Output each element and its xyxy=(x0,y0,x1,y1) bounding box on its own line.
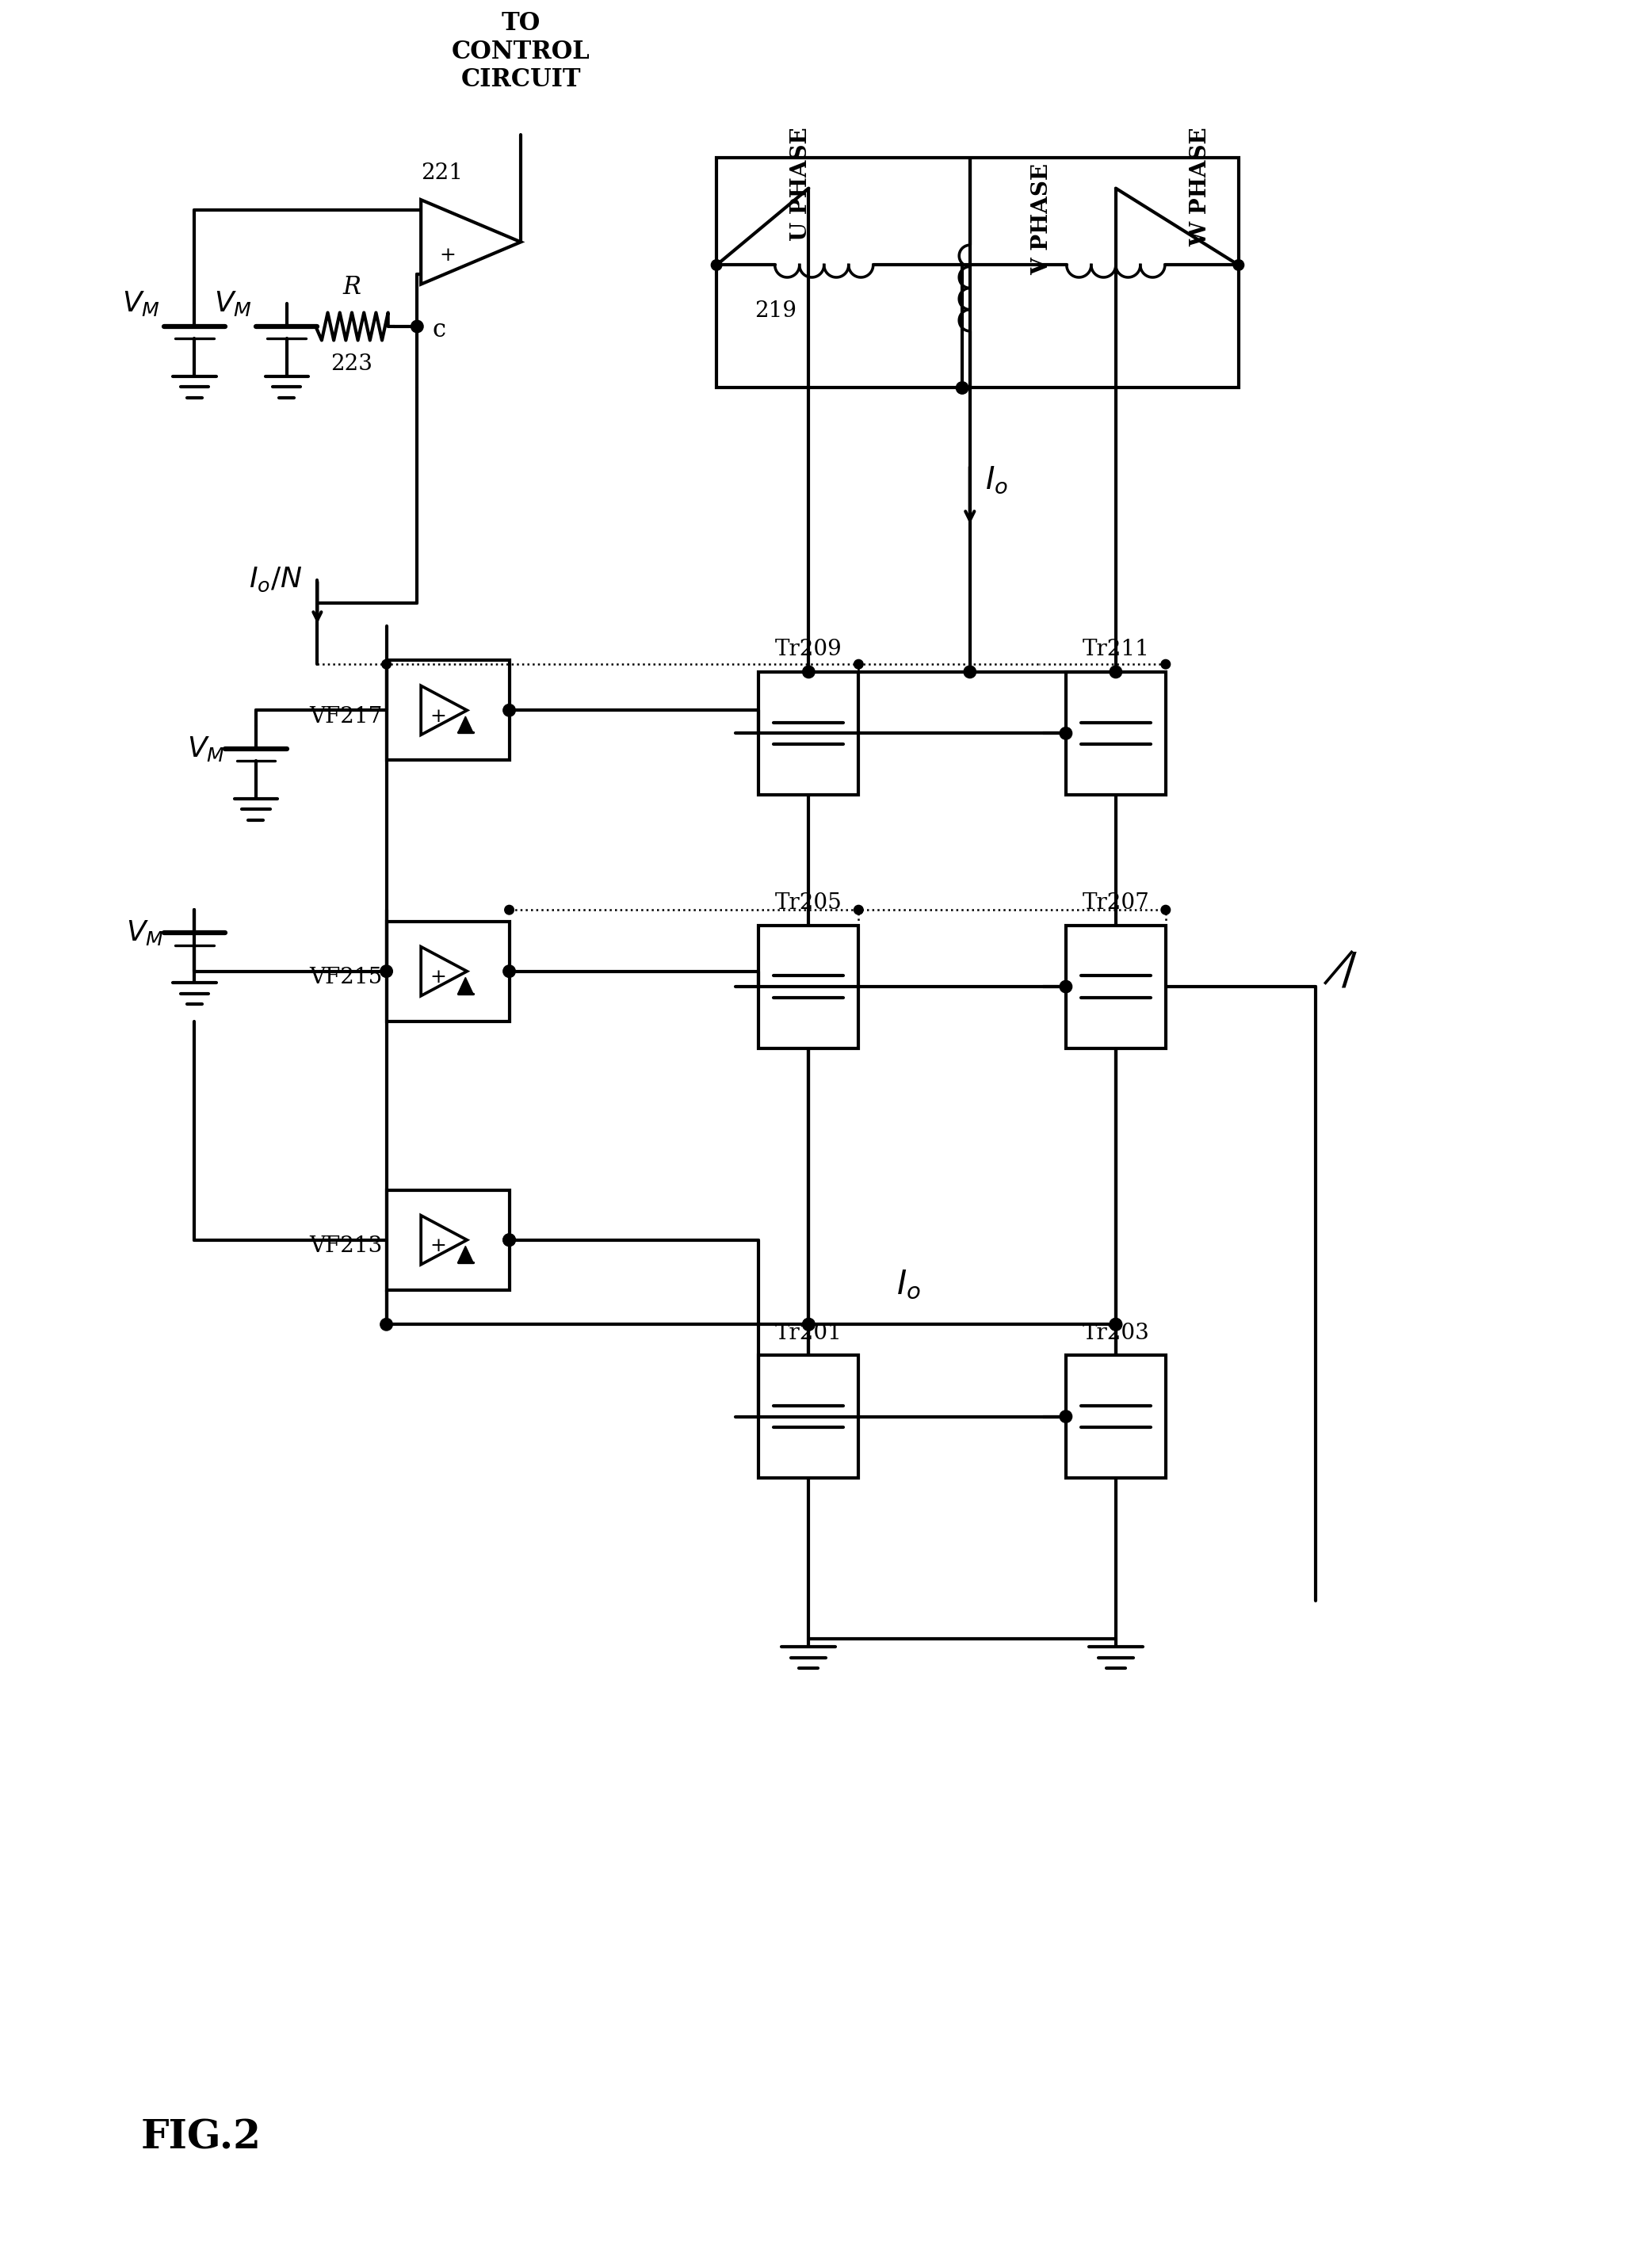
Bar xyxy=(1066,1354,1166,1479)
Polygon shape xyxy=(458,1245,473,1263)
Circle shape xyxy=(1161,905,1171,914)
Circle shape xyxy=(381,966,392,978)
Text: Tr211: Tr211 xyxy=(1082,640,1149,660)
Text: $V_M$: $V_M$ xyxy=(188,735,226,762)
Circle shape xyxy=(1059,728,1073,739)
Circle shape xyxy=(1233,259,1244,270)
Circle shape xyxy=(1059,1411,1073,1422)
Text: Tr201: Tr201 xyxy=(775,1322,842,1343)
Circle shape xyxy=(853,660,863,669)
Circle shape xyxy=(956,381,968,395)
Bar xyxy=(386,1191,508,1290)
Text: 221: 221 xyxy=(420,163,463,184)
Bar xyxy=(759,925,858,1048)
Polygon shape xyxy=(458,978,473,993)
Text: $I_o$: $I_o$ xyxy=(896,1268,921,1302)
Circle shape xyxy=(504,1234,515,1245)
Text: TO
CONTROL
CIRCUIT: TO CONTROL CIRCUIT xyxy=(451,11,590,93)
Text: $I_o/N$: $I_o/N$ xyxy=(249,565,302,594)
Text: +: + xyxy=(430,968,446,987)
Text: $I_o$: $I_o$ xyxy=(986,465,1009,494)
Circle shape xyxy=(504,1234,515,1245)
Text: $V_M$: $V_M$ xyxy=(214,288,252,318)
Circle shape xyxy=(963,667,976,678)
Text: Tr209: Tr209 xyxy=(775,640,842,660)
Circle shape xyxy=(381,1318,392,1331)
Text: $V_M$: $V_M$ xyxy=(126,919,164,948)
Text: $V_M$: $V_M$ xyxy=(123,288,160,318)
Bar xyxy=(1066,925,1166,1048)
Circle shape xyxy=(1110,1318,1122,1331)
Circle shape xyxy=(1110,667,1122,678)
Bar xyxy=(759,671,858,794)
Text: +: + xyxy=(430,708,446,726)
Circle shape xyxy=(505,905,513,914)
Bar xyxy=(759,1354,858,1479)
Circle shape xyxy=(504,966,515,978)
Text: +: + xyxy=(440,247,456,265)
Text: 223: 223 xyxy=(330,354,373,374)
Circle shape xyxy=(410,320,423,333)
Bar xyxy=(716,156,1239,388)
Bar xyxy=(386,921,508,1021)
Circle shape xyxy=(1059,980,1073,993)
Text: VF217: VF217 xyxy=(309,705,383,728)
Text: 219: 219 xyxy=(755,299,796,322)
Text: Tr207: Tr207 xyxy=(1082,891,1149,914)
Circle shape xyxy=(383,660,391,669)
Polygon shape xyxy=(458,717,473,733)
Text: +: + xyxy=(430,1236,446,1254)
Text: Tr203: Tr203 xyxy=(1082,1322,1149,1343)
Text: VF213: VF213 xyxy=(309,1236,383,1256)
Text: W PHASE: W PHASE xyxy=(1190,127,1212,247)
Text: R: R xyxy=(343,274,361,299)
Circle shape xyxy=(853,905,863,914)
Text: Tr205: Tr205 xyxy=(775,891,842,914)
Circle shape xyxy=(1161,660,1171,669)
Circle shape xyxy=(1110,1318,1122,1331)
Bar xyxy=(1066,671,1166,794)
Circle shape xyxy=(711,259,723,270)
Circle shape xyxy=(803,667,814,678)
Text: FIG.2: FIG.2 xyxy=(141,2118,262,2157)
Text: VF215: VF215 xyxy=(309,966,383,989)
Text: V PHASE: V PHASE xyxy=(1032,163,1053,274)
Circle shape xyxy=(803,1318,814,1331)
Text: $\not\!\!/$: $\not\!\!/$ xyxy=(1323,950,1357,993)
Circle shape xyxy=(803,1318,814,1331)
Text: c: c xyxy=(433,318,446,342)
Bar xyxy=(386,660,508,760)
Circle shape xyxy=(504,703,515,717)
Text: U PHASE: U PHASE xyxy=(790,127,811,240)
